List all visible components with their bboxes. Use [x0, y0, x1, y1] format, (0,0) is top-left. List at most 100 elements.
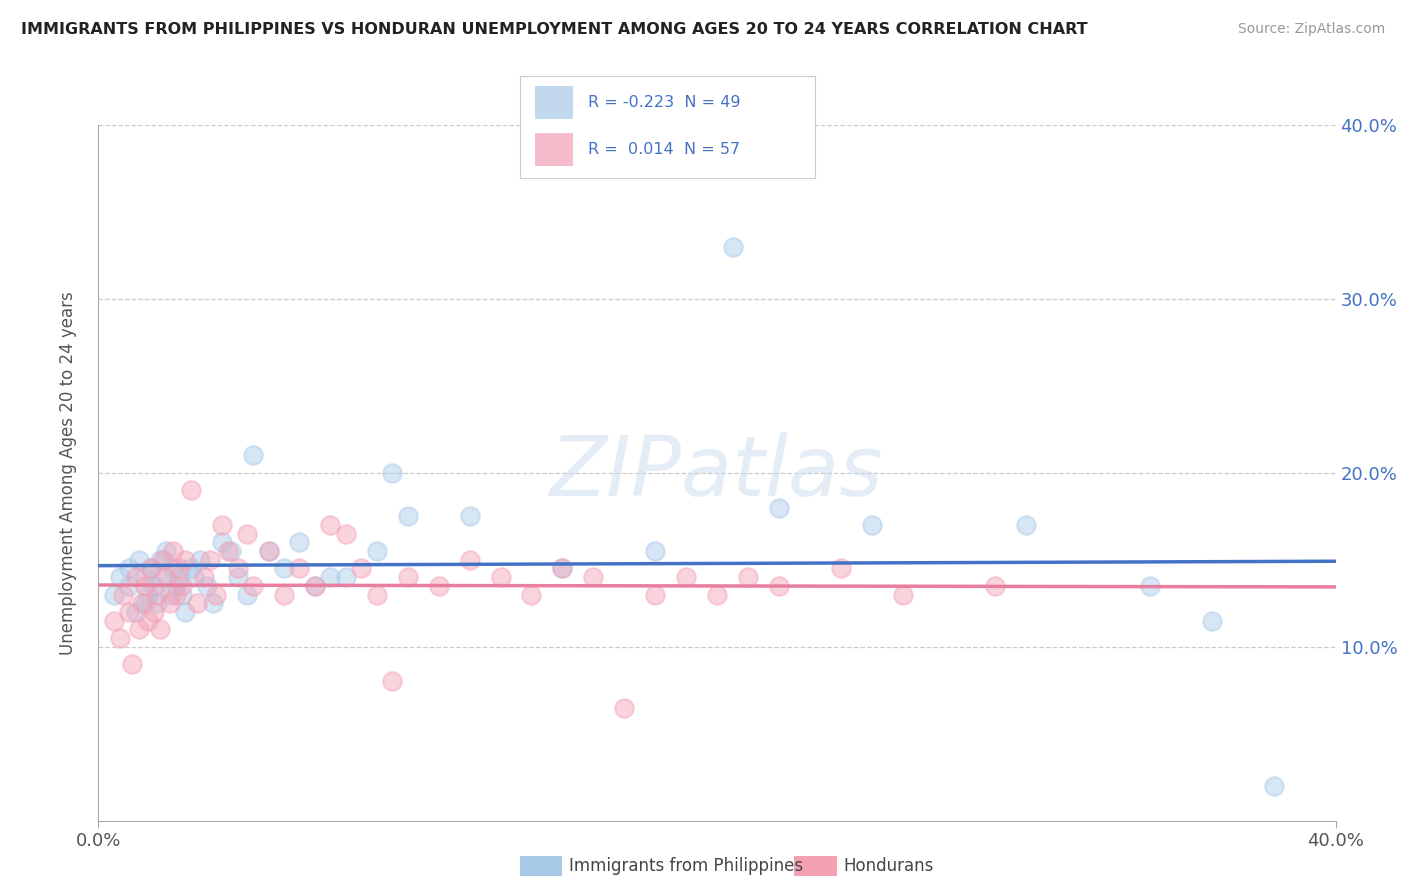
Point — [190, 552, 212, 567]
Point — [458, 552, 481, 567]
Point — [180, 483, 202, 497]
Point — [335, 570, 357, 584]
Point — [180, 561, 202, 575]
Point — [1263, 779, 1285, 793]
Point — [186, 596, 208, 610]
Point — [236, 526, 259, 541]
Point — [221, 544, 243, 558]
Point — [198, 552, 221, 567]
Point — [121, 657, 143, 671]
Point — [675, 570, 697, 584]
Text: ZIPatlas: ZIPatlas — [550, 433, 884, 513]
Point — [174, 552, 197, 567]
Bar — [536, 133, 574, 166]
Point — [211, 535, 233, 549]
Point — [381, 466, 404, 480]
Point — [427, 579, 450, 593]
Text: Source: ZipAtlas.com: Source: ZipAtlas.com — [1237, 22, 1385, 37]
Point — [242, 448, 264, 462]
Point — [205, 587, 228, 601]
Point — [134, 570, 156, 584]
Point — [143, 605, 166, 619]
Point — [155, 570, 177, 584]
Point — [103, 587, 125, 601]
Point — [520, 587, 543, 601]
Point — [768, 579, 790, 593]
Point — [1201, 614, 1223, 628]
Point — [170, 587, 193, 601]
Text: Hondurans: Hondurans — [844, 857, 934, 875]
Point — [118, 605, 141, 619]
Point — [162, 561, 184, 575]
Point — [768, 500, 790, 515]
Point — [350, 561, 373, 575]
Point — [174, 605, 197, 619]
Point — [124, 605, 146, 619]
Point — [201, 596, 224, 610]
Point — [288, 561, 311, 575]
Point — [319, 570, 342, 584]
Point — [721, 239, 744, 253]
Point — [162, 544, 184, 558]
Point — [134, 579, 156, 593]
Point — [613, 700, 636, 714]
Point — [891, 587, 914, 601]
Point — [860, 517, 883, 532]
Point — [257, 544, 280, 558]
Point — [118, 579, 141, 593]
Point — [288, 535, 311, 549]
Point — [236, 587, 259, 601]
Point — [165, 579, 187, 593]
Point — [143, 579, 166, 593]
Point — [193, 570, 215, 584]
Point — [155, 544, 177, 558]
Point — [273, 587, 295, 601]
Point — [304, 579, 326, 593]
Point — [273, 561, 295, 575]
Point — [136, 614, 159, 628]
Point — [737, 570, 759, 584]
Point — [149, 552, 172, 567]
Point — [167, 570, 190, 584]
Point — [139, 561, 162, 575]
Bar — [536, 87, 574, 119]
Point — [830, 561, 852, 575]
Point — [396, 509, 419, 524]
Point — [152, 570, 174, 584]
Point — [366, 587, 388, 601]
Point — [112, 587, 135, 601]
Point — [644, 587, 666, 601]
Text: R =  0.014  N = 57: R = 0.014 N = 57 — [588, 142, 740, 157]
Point — [551, 561, 574, 575]
Point — [134, 596, 156, 610]
Point — [139, 561, 162, 575]
Point — [226, 561, 249, 575]
Point — [242, 579, 264, 593]
Point — [124, 570, 146, 584]
Point — [304, 579, 326, 593]
Point — [644, 544, 666, 558]
Point — [167, 561, 190, 575]
Point — [319, 517, 342, 532]
Point — [152, 552, 174, 567]
Point — [159, 587, 181, 601]
Point — [217, 544, 239, 558]
Point — [131, 596, 153, 610]
Point — [551, 561, 574, 575]
Point — [149, 623, 172, 637]
Point — [195, 579, 218, 593]
Point — [706, 587, 728, 601]
Text: Immigrants from Philippines: Immigrants from Philippines — [569, 857, 804, 875]
Point — [984, 579, 1007, 593]
Point — [257, 544, 280, 558]
Point — [335, 526, 357, 541]
Point — [108, 570, 131, 584]
Point — [183, 570, 205, 584]
Text: R = -0.223  N = 49: R = -0.223 N = 49 — [588, 95, 741, 110]
Point — [146, 587, 169, 601]
Point — [136, 587, 159, 601]
Point — [489, 570, 512, 584]
Text: IMMIGRANTS FROM PHILIPPINES VS HONDURAN UNEMPLOYMENT AMONG AGES 20 TO 24 YEARS C: IMMIGRANTS FROM PHILIPPINES VS HONDURAN … — [21, 22, 1088, 37]
Point — [165, 587, 187, 601]
Point — [1139, 579, 1161, 593]
